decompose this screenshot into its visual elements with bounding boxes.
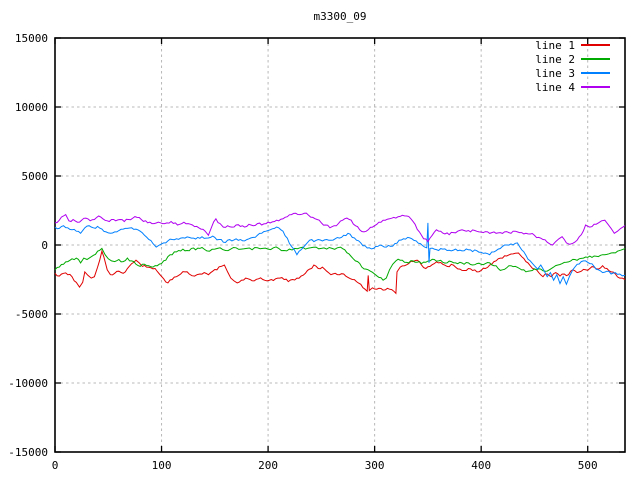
legend-label: line 1 — [535, 38, 575, 52]
x-tick-label: 300 — [364, 459, 385, 472]
x-tick-label: 500 — [577, 459, 598, 472]
legend-label: line 2 — [535, 52, 575, 66]
legend-item: line 1 — [535, 38, 610, 52]
legend-item: line 4 — [535, 80, 610, 94]
x-tick-label: 200 — [258, 459, 279, 472]
y-tick-label: 15000 — [14, 32, 48, 45]
legend-label: line 3 — [535, 66, 575, 80]
y-tick-label: -10000 — [8, 377, 48, 390]
series-line-4 — [54, 212, 626, 246]
y-tick-label: 5000 — [21, 170, 49, 183]
y-tick-label: 0 — [41, 239, 48, 252]
legend-item: line 3 — [535, 66, 610, 80]
legend-line-swatch — [581, 44, 610, 46]
legend: line 1 line 2 line 3 line 4 — [535, 38, 610, 94]
y-tick-label: -5000 — [14, 308, 48, 321]
legend-line-swatch — [581, 86, 610, 88]
legend-label: line 4 — [535, 80, 575, 94]
legend-item: line 2 — [535, 52, 610, 66]
y-tick-label: -15000 — [8, 446, 48, 459]
series-line-1 — [54, 249, 626, 295]
y-tick-label: 10000 — [14, 101, 48, 114]
series-line-3 — [54, 222, 626, 286]
legend-line-swatch — [581, 72, 610, 74]
x-tick-label: 100 — [151, 459, 172, 472]
x-tick-label: 400 — [471, 459, 492, 472]
chart-title: m3300_09 — [313, 10, 367, 23]
legend-line-swatch — [581, 58, 610, 60]
series-line-2 — [54, 246, 626, 281]
x-tick-label: 0 — [51, 459, 59, 472]
